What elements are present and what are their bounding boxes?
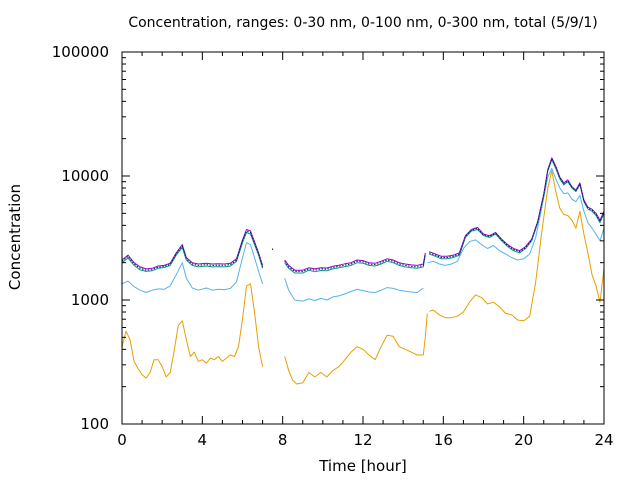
x-tick-label: 4 <box>198 431 208 449</box>
series-line-5 <box>429 158 605 258</box>
y-tick-label: 100000 <box>52 43 109 61</box>
x-tick-label: 12 <box>353 431 372 449</box>
series-line-1 <box>429 170 605 322</box>
series-group <box>121 157 605 385</box>
x-tick-label: 8 <box>278 431 288 449</box>
x-tick-label: 24 <box>594 431 613 449</box>
x-tick-label: 20 <box>514 431 533 449</box>
series-line-3 <box>284 255 426 274</box>
y-axis-label: Concentration <box>6 184 24 290</box>
y-tick-label: 1000 <box>71 291 109 309</box>
series-line-2 <box>121 242 264 293</box>
series-line-2 <box>284 278 424 302</box>
series-line-1 <box>284 313 428 385</box>
series-line-5 <box>121 230 264 271</box>
series-line-4 <box>121 229 264 270</box>
x-axis-label: Time [hour] <box>318 457 407 475</box>
y-tick-label: 10000 <box>61 167 109 185</box>
x-tick-label: 0 <box>117 431 127 449</box>
chart-title: Concentration, ranges: 0-30 nm, 0-100 nm… <box>128 15 597 31</box>
y-tick-label: 100 <box>80 415 109 433</box>
y-tick-group: 100 1000 10000 100000 <box>52 43 604 433</box>
series-line-3 <box>121 232 264 272</box>
plot-frame <box>121 51 605 425</box>
series-line-3 <box>429 159 605 260</box>
series-line-1 <box>121 283 264 379</box>
x-tick-label: 16 <box>434 431 453 449</box>
series-line-2 <box>427 168 605 266</box>
series-line-4 <box>284 252 426 271</box>
series-line-5 <box>284 253 426 272</box>
series-line-4 <box>429 157 605 257</box>
